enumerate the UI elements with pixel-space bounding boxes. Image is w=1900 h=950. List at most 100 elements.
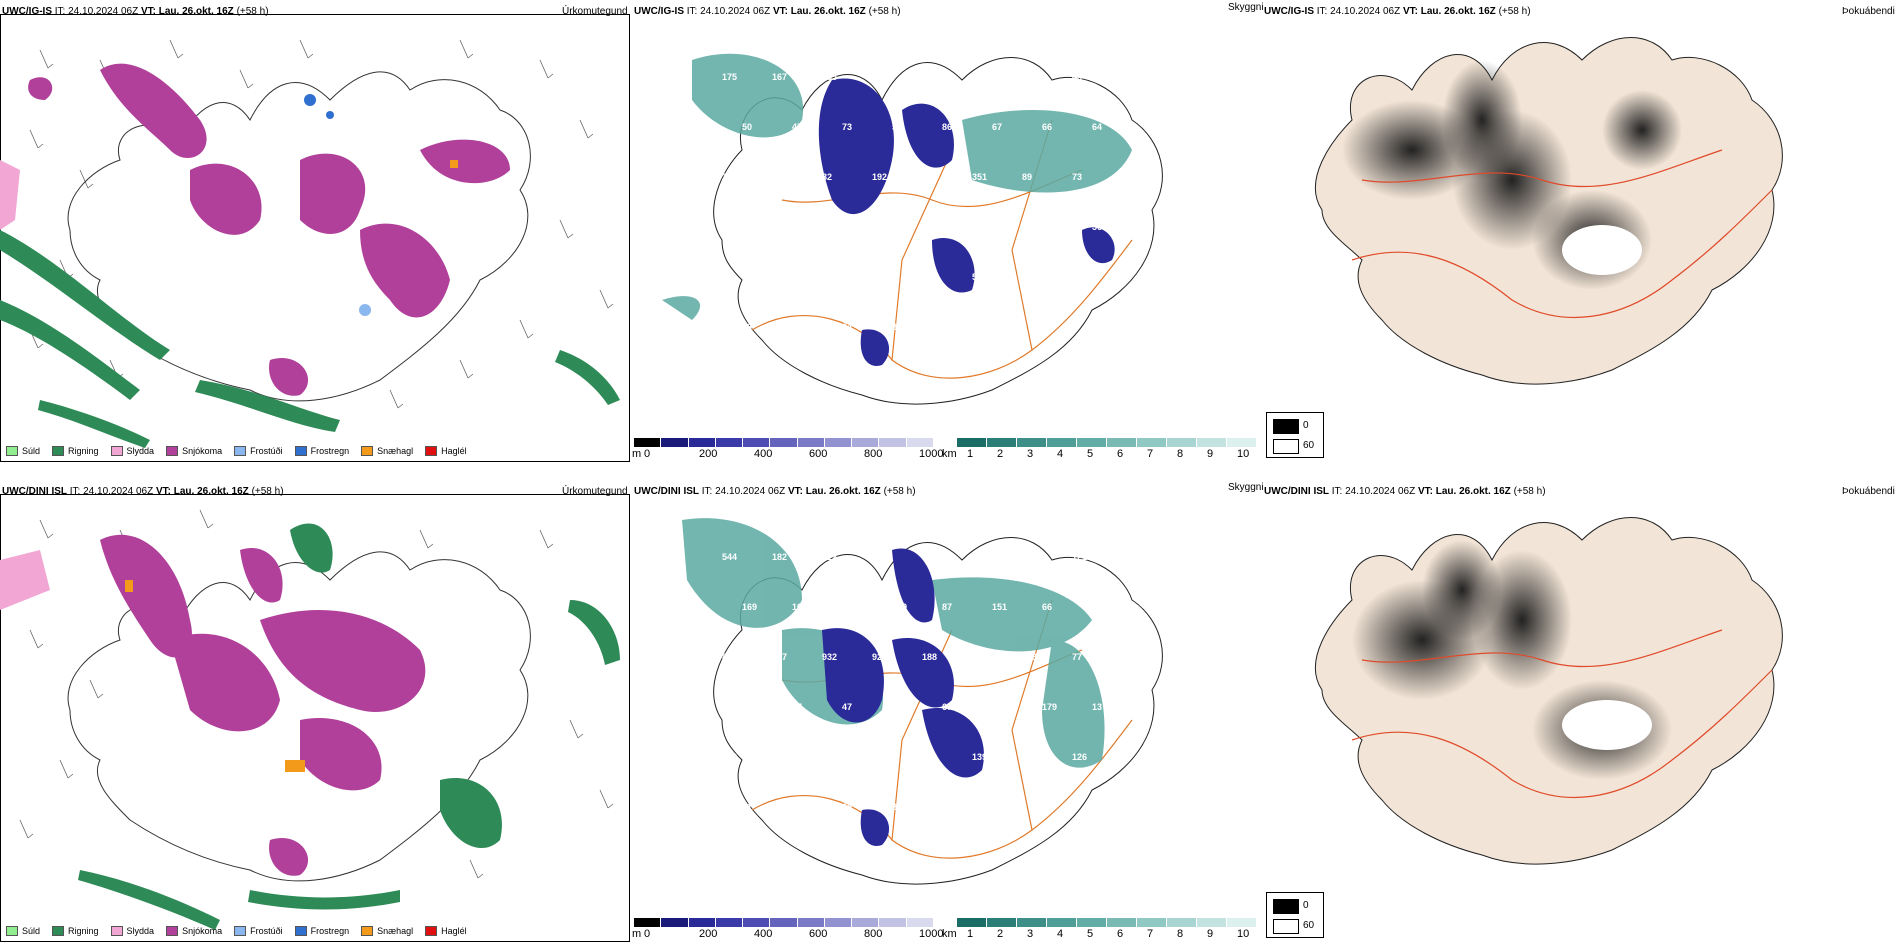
visibility-value-label: 67	[942, 702, 952, 712]
forecast-row-2: UWC/DINI ISL IT: 24.10.2024 06Z VT: Lau.…	[0, 480, 1900, 950]
legend-label: Snæhagl	[377, 926, 414, 936]
visibility-value-label: 44	[1092, 802, 1102, 812]
ceiling-color-segment	[688, 918, 716, 927]
ceiling-tick-label: 800	[864, 928, 883, 940]
visibility-value-label: 76	[772, 752, 782, 762]
visibility-value-label: 123	[1022, 752, 1037, 762]
cloud-panel: UWC/IG-IS IT: 24.10.2024 06Z VT: Lau. 26…	[1262, 0, 1900, 470]
ceiling-color-segment	[661, 438, 689, 447]
legend-swatch	[294, 446, 307, 456]
visibility-value-label: 126	[1072, 752, 1087, 762]
visibility-value-label: 125	[922, 72, 937, 82]
visibility-value-label: 64	[842, 322, 852, 332]
visibility-value-label: 147	[1072, 272, 1087, 282]
ceiling-color-segment	[715, 438, 744, 447]
ceiling-color-segment	[879, 918, 907, 927]
visibility-value-label: 898	[722, 652, 737, 662]
visibility-value-label: 53	[972, 272, 982, 282]
visibility-tick-label: 10	[1237, 448, 1250, 460]
visibility-value-label: 303	[1022, 652, 1037, 662]
visibility-value-label: 198	[772, 272, 787, 282]
legend-label: Snæhagl	[377, 446, 414, 456]
visibility-panel-title: Skyggni	[1228, 2, 1264, 13]
visibility-value-label: 932	[822, 652, 837, 662]
vt-label: VT:	[787, 486, 803, 497]
visibility-unit: km	[942, 448, 957, 460]
visibility-tick-label: 8	[1177, 928, 1184, 940]
it-label: IT:	[701, 486, 713, 497]
visibility-value-label: 44	[1042, 802, 1052, 812]
legend-swatch	[166, 446, 179, 456]
visibility-tick-label: 6	[1117, 448, 1124, 460]
visibility-color-segment	[1197, 438, 1227, 447]
visibility-tick-label: 1	[967, 448, 974, 460]
cloud-legend-label: 60	[1303, 440, 1315, 451]
visibility-value-label: 80	[1022, 552, 1032, 562]
ceiling-color-segment	[906, 918, 934, 927]
vt-value: Lau. 26.okt. 16Z	[173, 486, 249, 497]
ceiling-fill	[818, 78, 1115, 366]
legend-swatch	[52, 446, 65, 456]
lead-time: (+58 h)	[251, 486, 284, 497]
visibility-value-label: 60	[922, 272, 932, 282]
precip-panel-title: Úrkomutegund	[562, 6, 628, 17]
snow-areas	[28, 63, 510, 396]
cloud-header: UWC/DINI ISL IT: 24.10.2024 06Z VT: Lau.…	[1264, 486, 1546, 497]
it-label: IT:	[54, 6, 66, 17]
lead-time: (+58 h)	[883, 486, 916, 497]
ceiling-color-segment	[634, 918, 662, 927]
visibility-value-label: 544	[722, 552, 737, 562]
vt-value: Lau. 26.okt. 16Z	[1420, 6, 1496, 17]
legend-swatch	[425, 926, 438, 936]
visibility-value-label: 13	[1092, 702, 1102, 712]
visibility-value-label: 56	[1092, 222, 1102, 232]
precip-legend: Súld Rigning Slydda Snjókoma Frostúði Frostre…	[6, 926, 467, 936]
visibility-value-label: 87	[792, 322, 802, 332]
legend-swatch	[234, 926, 247, 936]
visibility-unit: km	[942, 928, 957, 940]
cloud-legend-swatch	[1273, 419, 1299, 434]
visibility-labels: 544 182 212 210 106 129 80 121 169 101 86 169 87 151 6…	[722, 552, 1107, 812]
legend-swatch	[6, 926, 18, 936]
legend-swatch	[294, 926, 307, 936]
legend-label: Haglél	[441, 446, 467, 456]
legend-label: Snjókoma	[182, 926, 223, 936]
visibility-value-label: 63	[942, 802, 952, 812]
visibility-color-segment	[1107, 438, 1137, 447]
visibility-value-label: 225	[722, 172, 737, 182]
legend-swatch	[166, 926, 179, 936]
vt-value: Lau. 26.okt. 16Z	[158, 6, 234, 17]
legend-item: Haglél	[425, 446, 467, 456]
precip-type-panel: UWC/DINI ISL IT: 24.10.2024 06Z VT: Lau.…	[0, 480, 632, 950]
lead-time: (+58 h)	[868, 6, 901, 17]
visibility-value-label: 212	[822, 552, 837, 562]
visibility-tick-label: 5	[1087, 928, 1094, 940]
it-label: IT:	[69, 486, 81, 497]
visibility-value-label: 139	[972, 752, 987, 762]
visibility-tick-label: 4	[1057, 448, 1064, 460]
visibility-tick-label: 1	[967, 928, 974, 940]
visibility-value-label: 55	[892, 122, 902, 132]
visibility-value-label: 351	[972, 172, 987, 182]
visibility-tick-label: 7	[1147, 928, 1154, 940]
visibility-map: 175 167 235 164 125 52 46 48 50 47 73 55 86 67 66 64 225…	[662, 53, 1163, 405]
vt-value: Lau. 26.okt. 16Z	[1435, 486, 1511, 497]
visibility-value-label: 129	[972, 552, 987, 562]
vt-label: VT:	[155, 486, 171, 497]
visibility-value-label: 31	[822, 272, 832, 282]
legend-item: Súld	[6, 446, 40, 456]
ceiling-tick-label: 0	[644, 928, 651, 940]
rain-bands	[78, 523, 620, 930]
legend-item: Haglél	[425, 926, 467, 936]
ceiling-color-segment	[634, 438, 662, 447]
visibility-value-label: 121	[1072, 552, 1087, 562]
visibility-tick-label: 9	[1207, 928, 1214, 940]
legend-label: Slydda	[126, 446, 155, 456]
it-value: 24.10.2024 06Z	[68, 6, 139, 17]
visibility-value-label: 792	[722, 752, 737, 762]
visibility-value-label: 65	[842, 802, 852, 812]
model-name: UWC/DINI ISL	[1264, 486, 1329, 497]
cloud-panel: UWC/DINI ISL IT: 24.10.2024 06Z VT: Lau.…	[1262, 480, 1900, 950]
visibility-value-label: 101	[792, 602, 807, 612]
visibility-value-label: 50	[742, 122, 752, 132]
